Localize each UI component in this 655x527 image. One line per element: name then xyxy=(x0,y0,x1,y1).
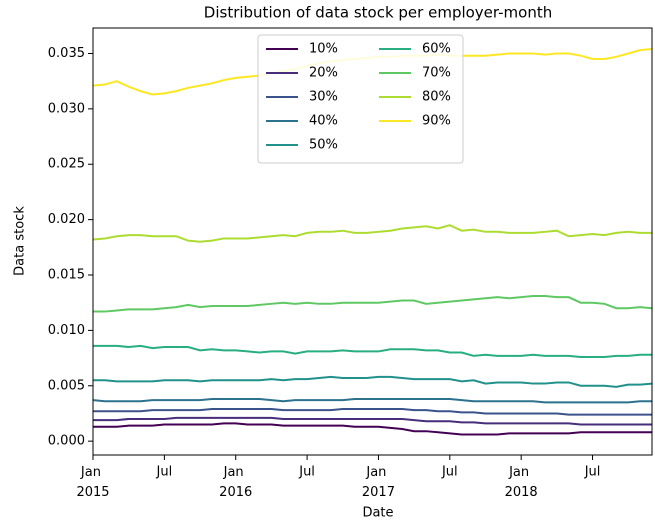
legend-label: 90% xyxy=(422,114,451,129)
x-tick-label: Jan 2015 xyxy=(76,465,109,500)
legend-label: 70% xyxy=(422,66,451,81)
legend-label: 30% xyxy=(309,90,338,105)
legend-label: 80% xyxy=(422,90,451,105)
y-tick-label: 0.005 xyxy=(48,378,85,393)
series-line xyxy=(93,408,652,416)
legend-label: 60% xyxy=(422,42,451,57)
x-tick-label: Jul xyxy=(298,465,315,480)
plot-frame xyxy=(92,27,653,456)
x-tick-label: Jul xyxy=(156,465,173,480)
y-axis-label: Data stock xyxy=(13,206,28,276)
y-tick-label: 0.030 xyxy=(48,101,85,116)
series-line xyxy=(93,344,652,358)
series-line xyxy=(93,398,652,404)
y-tick-label: 0.015 xyxy=(48,268,85,283)
y-tick-label: 0.000 xyxy=(48,434,85,449)
series-line xyxy=(93,375,652,388)
x-tick-label: Jan 2017 xyxy=(362,465,395,500)
legend-label: 40% xyxy=(309,114,338,129)
chart-title: Distribution of data stock per employer-… xyxy=(204,4,552,22)
y-tick-label: 0.020 xyxy=(48,212,85,227)
series-line xyxy=(93,416,652,426)
legend-label: 10% xyxy=(309,42,338,57)
legend-box xyxy=(257,34,464,164)
x-tick-label: Jan 2016 xyxy=(219,465,252,500)
series-line xyxy=(93,224,652,243)
x-tick-label: Jul xyxy=(584,465,601,480)
y-tick-label: 0.035 xyxy=(48,46,85,61)
y-tick-label: 0.010 xyxy=(48,323,85,338)
x-axis-label: Date xyxy=(362,506,393,521)
x-tick-label: Jul xyxy=(441,465,458,480)
series-line xyxy=(93,422,652,436)
series-line xyxy=(93,295,652,313)
y-tick-label: 0.025 xyxy=(48,157,85,172)
x-tick-label: Jan 2018 xyxy=(505,465,538,500)
legend-label: 50% xyxy=(309,138,338,153)
legend-label: 20% xyxy=(309,66,338,81)
